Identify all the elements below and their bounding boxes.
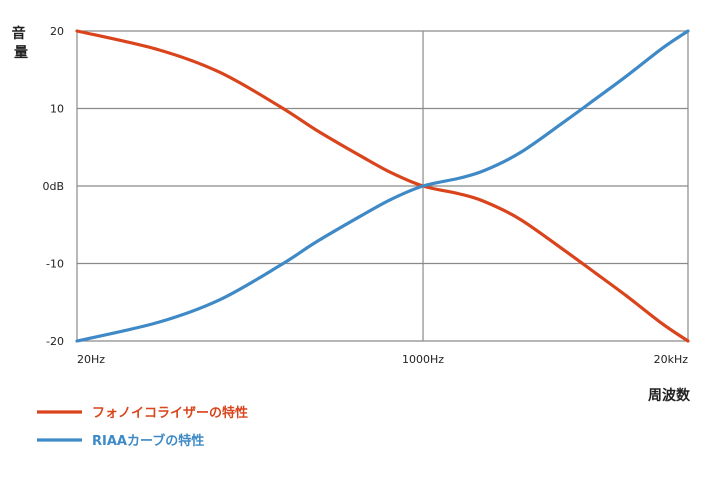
- y-tick-label: 20: [50, 25, 64, 38]
- legend-label-1: RIAAカーブの特性: [92, 433, 204, 449]
- y-tick-label: -10: [46, 258, 64, 271]
- x-axis-title: 周波数: [648, 387, 691, 404]
- x-tick-label: 20Hz: [77, 353, 105, 366]
- x-tick-labels: 20Hz 1000Hz 20kHz: [77, 353, 688, 366]
- series-line-0: [75, 29, 690, 343]
- legend: フォノイコライザーの特性 RIAAカーブの特性: [37, 405, 248, 449]
- y-tick-labels: 20 10 0dB -10 -20: [42, 25, 64, 348]
- y-tick-label: -20: [46, 335, 64, 348]
- x-tick-label: 20kHz: [654, 353, 689, 366]
- y-tick-label: 10: [50, 103, 64, 116]
- y-tick-label: 0dB: [42, 180, 64, 193]
- legend-label-0: フォノイコライザーの特性: [92, 405, 248, 421]
- series-line-1: [75, 29, 690, 343]
- series-lines: [75, 29, 690, 343]
- grid: [76, 30, 689, 342]
- y-axis-title: 音 量: [12, 25, 31, 61]
- x-tick-label: 1000Hz: [402, 353, 444, 366]
